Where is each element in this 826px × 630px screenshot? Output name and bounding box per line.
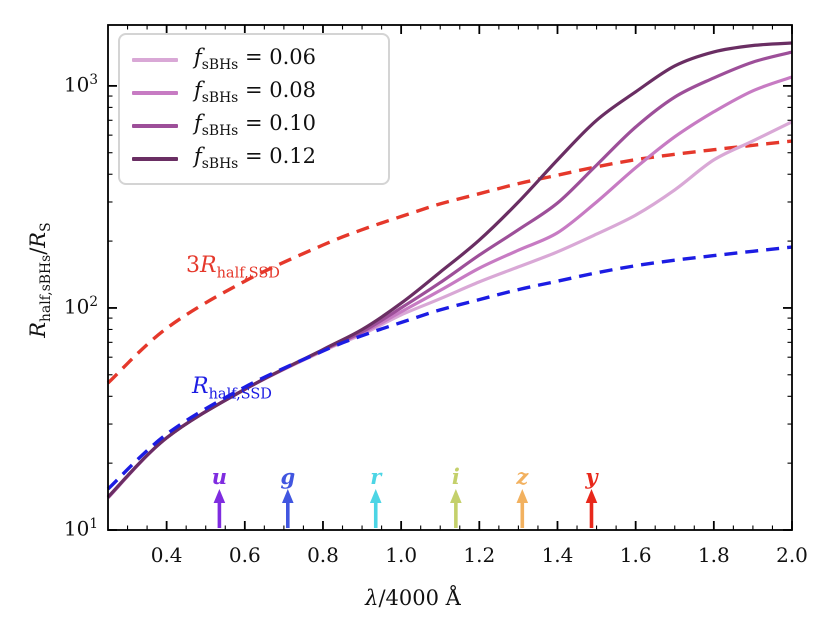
legend-item-1: fsBHs = 0.08 xyxy=(132,76,374,109)
y-tick-label: 101 xyxy=(63,516,98,541)
legend-swatch xyxy=(132,123,178,128)
legend-label: fsBHs = 0.12 xyxy=(194,144,316,173)
x-tick-label: 0.6 xyxy=(228,543,261,567)
band-label-u: u xyxy=(212,464,227,489)
legend-item-3: fsBHs = 0.12 xyxy=(132,142,374,175)
legend: fsBHs = 0.06 fsBHs = 0.08 fsBHs = 0.10 fsBH… xyxy=(118,33,390,185)
band-marker-g: g xyxy=(280,464,295,528)
legend-label: fsBHs = 0.10 xyxy=(194,111,316,140)
band-arrow-head-g xyxy=(281,489,294,503)
legend-item-0: fsBHs = 0.06 xyxy=(132,43,374,76)
band-marker-y: y xyxy=(584,464,599,528)
annotation-blue-subscript: half,SSD xyxy=(208,386,272,403)
band-marker-u: u xyxy=(212,464,227,528)
axes-frame xyxy=(107,24,793,531)
xlabel-lambda: λ xyxy=(365,586,379,610)
ylabel-symbol-1: R xyxy=(25,321,50,338)
legend-swatch xyxy=(132,90,178,95)
curve-f-sbhs-0.12 xyxy=(106,41,793,499)
band-arrow-head-u xyxy=(213,489,226,503)
ylabel-subscript-2: S xyxy=(38,222,55,232)
ylabel-symbol-2: R xyxy=(25,231,50,248)
x-tick-label: 1.4 xyxy=(541,543,574,567)
ylabel-separator: / xyxy=(25,247,50,255)
band-label-z: z xyxy=(515,464,529,489)
annotation-red-symbol: R xyxy=(199,253,217,278)
band-arrow-head-y xyxy=(585,489,598,503)
annotation-rhalf-ssd: Rhalf,SSD xyxy=(164,349,272,427)
annotation-blue-symbol: R xyxy=(191,374,209,399)
legend-label: fsBHs = 0.08 xyxy=(194,78,316,107)
curves-layer xyxy=(106,41,793,499)
x-tick-label: 1.6 xyxy=(619,543,652,567)
x-tick-label: 1.0 xyxy=(385,543,418,567)
x-tick-label: 0.8 xyxy=(307,543,339,567)
band-arrow-head-r xyxy=(369,489,382,503)
ylabel-subscript-1: half,sBHs xyxy=(38,254,55,322)
legend-swatch xyxy=(132,156,178,161)
band-label-r: r xyxy=(370,464,383,489)
band-marker-z: z xyxy=(515,464,529,528)
y-tick-label: 102 xyxy=(63,293,98,319)
x-tick-label: 2.0 xyxy=(776,543,808,567)
band-arrow-head-z xyxy=(516,489,529,503)
y-axis-label: Rhalf,sBHs/RS xyxy=(26,150,54,410)
x-tick-label: 1.8 xyxy=(697,543,730,567)
band-label-i: i xyxy=(452,464,460,489)
y-tick-label: 103 xyxy=(63,71,98,97)
x-tick-label: 1.2 xyxy=(463,543,496,567)
legend-label: fsBHs = 0.06 xyxy=(194,45,316,74)
band-marker-r: r xyxy=(369,464,383,528)
legend-swatch xyxy=(132,57,178,62)
curve-3r-half-ssd xyxy=(106,139,793,385)
legend-item-2: fsBHs = 0.10 xyxy=(132,109,374,142)
annotation-red-subscript: half,SSD xyxy=(216,265,280,282)
annotation-red-prefix: 3 xyxy=(185,253,200,278)
curve-r-half-ssd xyxy=(106,245,793,491)
xlabel-rest: /4000 Å xyxy=(378,586,461,610)
band-label-y: y xyxy=(584,464,599,489)
band-label-g: g xyxy=(280,464,295,489)
annotation-3rhalf-ssd: 3Rhalf,SSD xyxy=(158,228,280,306)
x-tick-label: 0.4 xyxy=(150,543,183,567)
axes-ticks xyxy=(107,25,793,531)
band-marker-i: i xyxy=(450,464,462,528)
band-arrow-head-i xyxy=(450,489,462,503)
x-axis-label: λ/4000 Å xyxy=(0,586,826,610)
